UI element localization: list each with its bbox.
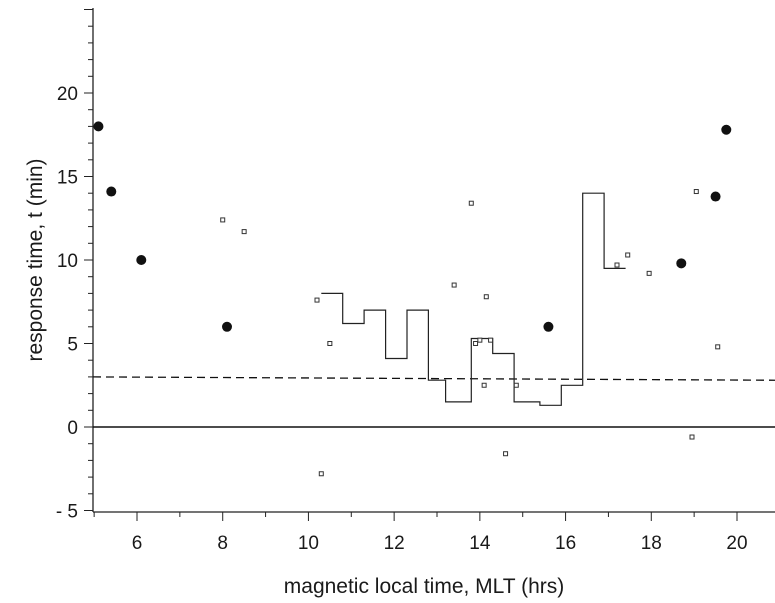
y-tick-label: 5 (67, 335, 78, 356)
filled-circle-point (136, 255, 147, 265)
open-square-point (625, 252, 631, 258)
x-tick-label: 10 (298, 533, 319, 554)
open-square-point (693, 189, 699, 195)
y-tick-label: 15 (57, 168, 78, 189)
open-square-point (318, 471, 324, 477)
y-tick-label: 20 (57, 84, 78, 105)
x-tick-label: 14 (469, 533, 491, 554)
x-tick-label: 20 (726, 533, 747, 554)
open-square-point (477, 337, 483, 343)
x-tick-label: 6 (132, 533, 143, 554)
filled-circle-point (106, 186, 117, 197)
x-tick-label: 16 (555, 533, 576, 554)
open-square-point (314, 297, 320, 303)
open-square-point (473, 341, 479, 346)
open-square-point (451, 282, 457, 288)
x-axis-title: magnetic local time, MLT (hrs) (284, 575, 564, 598)
open-square-point (483, 294, 489, 300)
x-ticks: 6 8 10 12 14 16 18 20 (93, 512, 748, 554)
filled-circle-point (710, 191, 721, 202)
open-square-point (327, 341, 333, 346)
filled-circle-point (721, 124, 732, 135)
open-square-point (220, 217, 226, 223)
data-points (93, 121, 732, 477)
filled-circle-point (222, 321, 232, 332)
x-tick-label: 12 (384, 533, 405, 554)
open-square-point (646, 270, 652, 276)
open-square-point (614, 262, 620, 268)
open-square-point (241, 229, 247, 235)
filled-circle-point (676, 258, 687, 269)
filled-circle-point (543, 321, 554, 332)
open-square-point (488, 337, 494, 343)
y-ticks: - 5 0 5 10 15 20 (56, 9, 93, 523)
open-square-point (513, 382, 519, 388)
y-tick-label: 0 (67, 418, 78, 439)
open-square-point (689, 434, 695, 440)
x-tick-label: 8 (217, 533, 228, 554)
y-axis-title: response time, t (min) (24, 158, 47, 361)
y-tick-label: 10 (57, 251, 78, 272)
open-square-point (715, 344, 721, 350)
open-square-point (503, 451, 509, 457)
filled-circle-point (93, 121, 104, 132)
y-tick-label: - 5 (56, 502, 78, 523)
dashed-threshold-line (92, 376, 775, 381)
open-square-point (468, 200, 474, 206)
x-tick-label: 18 (641, 533, 662, 554)
step-line-series (321, 192, 626, 406)
open-square-point (481, 382, 487, 388)
